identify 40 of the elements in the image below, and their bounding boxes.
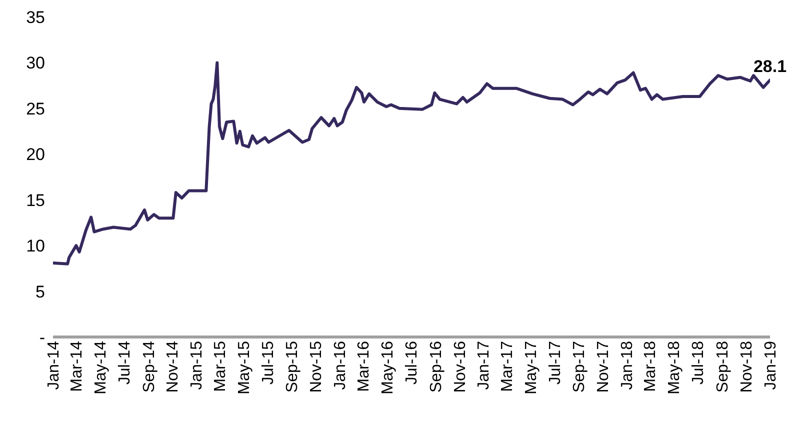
x-tick-label: Jan-16 [332, 340, 350, 390]
x-tick-label: Sep-16 [428, 340, 445, 393]
y-tick-label: 30 [26, 54, 45, 73]
x-tick-label: May-15 [236, 340, 253, 394]
x-tick-label: Sep-18 [714, 340, 732, 393]
x-tick-label: Nov-15 [308, 340, 326, 393]
y-tick-label: 10 [26, 236, 45, 256]
x-tick-label: Nov-16 [452, 340, 469, 393]
x-tick-label: Mar-17 [498, 340, 516, 392]
x-tick-label: Sep-14 [140, 340, 158, 393]
x-tick-label: Jan-14 [45, 340, 62, 390]
x-tick-label: May-14 [92, 340, 110, 394]
x-tick-label: Nov-18 [738, 340, 756, 393]
x-tick-label: Jul-14 [116, 340, 134, 385]
x-tick-label: Mar-14 [68, 340, 86, 392]
y-tick-label: 5 [36, 282, 45, 302]
x-tick-label: Jul-16 [403, 340, 420, 385]
data-label: 28.1 [753, 57, 787, 76]
x-tick-label: May-16 [380, 340, 397, 394]
x-tick-label: Jul-17 [546, 340, 564, 385]
x-tick-label: May-18 [666, 340, 684, 394]
x-tick-label: May-17 [522, 340, 540, 394]
x-tick-label: Sep-15 [284, 340, 302, 393]
x-tick-label: Nov-17 [595, 340, 612, 393]
x-tick-label: Mar-18 [642, 340, 660, 392]
y-tick-label: 25 [26, 99, 45, 118]
x-tick-label: Jan-15 [188, 340, 206, 390]
x-tick-label: Jan-19 [762, 340, 780, 390]
y-tick-label: - [39, 328, 45, 348]
y-tick-label: 35 [26, 8, 45, 28]
x-tick-label: Mar-16 [356, 340, 373, 392]
x-tick-label: Jul-15 [260, 340, 277, 385]
x-tick-label: Mar-15 [212, 340, 229, 392]
y-tick-label: 20 [26, 145, 45, 164]
x-tick-label: Nov-14 [164, 340, 182, 393]
x-tick-label: Jan-17 [476, 340, 493, 390]
y-tick-label: 15 [26, 190, 45, 210]
x-tick-label: Jan-18 [619, 340, 636, 390]
x-tick-label: Jul-18 [690, 340, 708, 385]
x-tick-label: Sep-17 [571, 340, 588, 393]
